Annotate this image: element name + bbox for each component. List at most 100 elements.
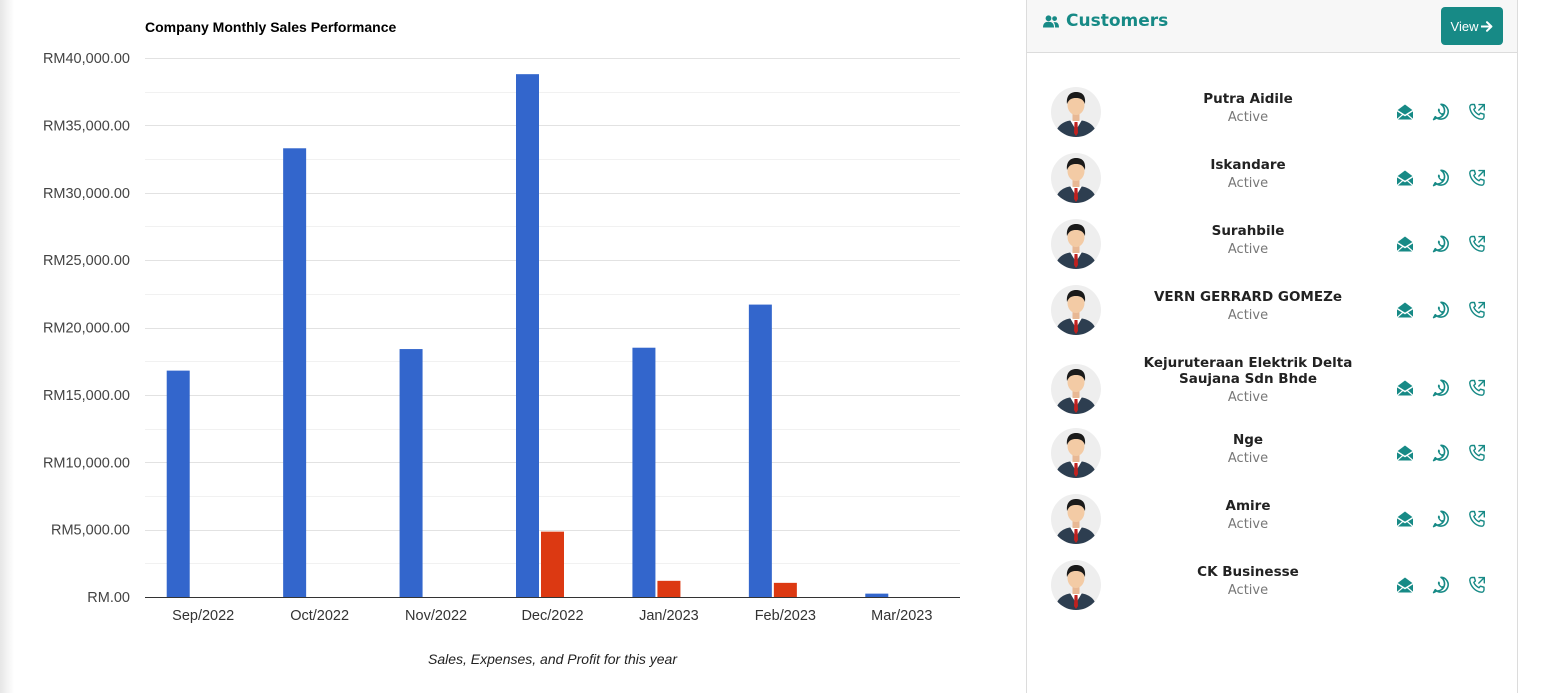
customer-status: Active [1227, 451, 1269, 466]
customer-actions [1395, 509, 1487, 529]
customer-row-8[interactable]: CK Businesse Active [1027, 560, 1517, 626]
email-icon[interactable] [1395, 378, 1415, 398]
customer-name[interactable]: Amire [1225, 498, 1271, 514]
customer-row-1[interactable]: Putra Aidile Active [1027, 87, 1517, 153]
y-tick-label: RM30,000.00 [43, 186, 130, 202]
y-tick-label: RM15,000.00 [43, 388, 130, 404]
bar-0-0 [166, 370, 190, 597]
email-icon[interactable] [1395, 234, 1415, 254]
customers-panel: Customers View Putra Aidil [1026, 0, 1518, 693]
y-tick-label: RM40,000.00 [43, 51, 130, 67]
customer-info: VERN GERRARD GOMEZe Active [1111, 289, 1385, 325]
customer-info: Putra Aidile Active [1111, 91, 1385, 127]
customer-name[interactable]: Surahbile [1211, 223, 1285, 239]
y-tick-label: RM.00 [87, 590, 130, 606]
customers-panel-title: Customers [1043, 11, 1168, 31]
x-tick-label: Mar/2023 [871, 608, 932, 624]
page-left-shadow [0, 0, 14, 693]
customer-status: Active [1227, 517, 1269, 532]
sales-bar-chart: RM.00 RM5,000.00 RM10,000.00 RM15,000.00 RM2… [43, 51, 960, 624]
customer-status: Active [1227, 308, 1269, 323]
email-icon[interactable] [1395, 443, 1415, 463]
customer-row-3[interactable]: Surahbile Active [1027, 219, 1517, 285]
customer-status: Active [1227, 390, 1269, 405]
whatsapp-icon[interactable] [1431, 234, 1451, 254]
customer-name[interactable]: Putra Aidile [1203, 91, 1293, 107]
customer-row-5[interactable]: Kejuruteraan Elektrik Delta Saujana Sdn … [1027, 351, 1517, 417]
email-icon[interactable] [1395, 575, 1415, 595]
customer-name[interactable]: Kejuruteraan Elektrik Delta Saujana Sdn … [1143, 355, 1353, 387]
email-icon[interactable] [1395, 509, 1415, 529]
customer-actions [1395, 575, 1487, 595]
phone-icon[interactable] [1467, 378, 1487, 398]
chart-title: Company Monthly Sales Performance [145, 19, 397, 35]
customer-actions [1395, 443, 1487, 463]
customer-name[interactable]: CK Businesse [1197, 564, 1299, 580]
phone-icon[interactable] [1467, 575, 1487, 595]
phone-icon[interactable] [1467, 234, 1487, 254]
bar-0-3 [516, 74, 539, 598]
customer-actions [1395, 168, 1487, 188]
x-tick-label: Jan/2023 [639, 608, 699, 624]
arrow-right-icon [1481, 20, 1493, 32]
whatsapp-icon[interactable] [1431, 168, 1451, 188]
whatsapp-icon[interactable] [1431, 102, 1451, 122]
bar-0-2 [399, 349, 423, 597]
customer-name[interactable]: Nge [1232, 432, 1264, 448]
customer-info: CK Businesse Active [1111, 564, 1385, 600]
x-tick-label: Dec/2022 [521, 608, 583, 624]
customer-avatar [1051, 219, 1101, 269]
y-tick-label: RM5,000.00 [51, 523, 130, 539]
customer-row-4[interactable]: VERN GERRARD GOMEZe Active [1027, 285, 1517, 351]
customer-avatar [1051, 494, 1101, 544]
phone-icon[interactable] [1467, 102, 1487, 122]
y-tick-label: RM25,000.00 [43, 253, 130, 269]
customer-status: Active [1227, 110, 1269, 125]
view-customers-button[interactable]: View [1441, 7, 1503, 45]
customer-info: Kejuruteraan Elektrik Delta Saujana Sdn … [1111, 355, 1385, 407]
customer-actions [1395, 234, 1487, 254]
customer-actions [1395, 300, 1487, 320]
chart-caption: Sales, Expenses, and Profit for this yea… [427, 651, 677, 667]
bar-0-4 [632, 347, 656, 597]
customer-info: Surahbile Active [1111, 223, 1385, 259]
phone-icon[interactable] [1467, 168, 1487, 188]
whatsapp-icon[interactable] [1431, 575, 1451, 595]
bar-1-5 [773, 582, 797, 597]
view-button-label: View [1450, 18, 1479, 34]
x-tick-label: Sep/2022 [172, 608, 234, 624]
whatsapp-icon[interactable] [1431, 443, 1451, 463]
phone-icon[interactable] [1467, 443, 1487, 463]
email-icon[interactable] [1395, 300, 1415, 320]
x-tick-label: Oct/2022 [290, 608, 349, 624]
whatsapp-icon[interactable] [1431, 509, 1451, 529]
customer-row-2[interactable]: Iskandare Active [1027, 153, 1517, 219]
customer-info: Amire Active [1111, 498, 1385, 534]
bar-1-4 [657, 580, 681, 597]
phone-icon[interactable] [1467, 300, 1487, 320]
y-tick-label: RM10,000.00 [43, 455, 130, 471]
bar-0-1 [283, 148, 307, 597]
customer-row-6[interactable]: Nge Active [1027, 428, 1517, 494]
customer-status: Active [1227, 583, 1269, 598]
customer-name[interactable]: Iskandare [1210, 157, 1286, 173]
customer-avatar [1051, 364, 1101, 414]
bar-0-5 [748, 304, 772, 597]
customer-actions [1395, 102, 1487, 122]
phone-icon[interactable] [1467, 509, 1487, 529]
customers-panel-header: Customers View [1027, 0, 1517, 53]
x-tick-label: Nov/2022 [405, 608, 467, 624]
customer-info: Nge Active [1111, 432, 1385, 468]
customer-row-7[interactable]: Amire Active [1027, 494, 1517, 560]
customer-name[interactable]: VERN GERRARD GOMEZe [1153, 289, 1343, 305]
customer-status: Active [1227, 176, 1269, 191]
whatsapp-icon[interactable] [1431, 300, 1451, 320]
customer-info: Iskandare Active [1111, 157, 1385, 193]
customer-avatar [1051, 285, 1101, 335]
email-icon[interactable] [1395, 102, 1415, 122]
customer-avatar [1051, 153, 1101, 203]
customers-title-text: Customers [1066, 11, 1169, 31]
whatsapp-icon[interactable] [1431, 378, 1451, 398]
y-tick-label: RM20,000.00 [43, 321, 130, 337]
email-icon[interactable] [1395, 168, 1415, 188]
